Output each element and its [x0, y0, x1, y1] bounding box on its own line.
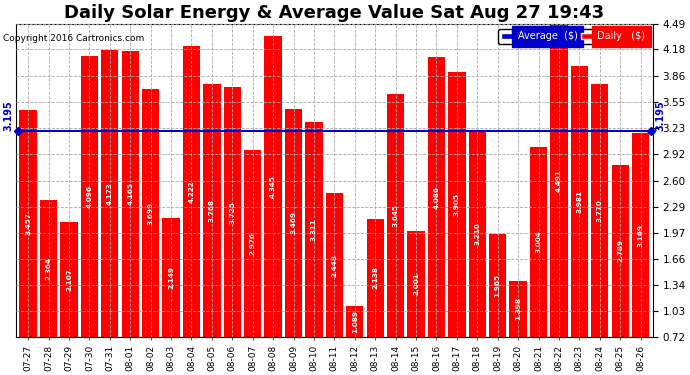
Bar	[285, 108, 302, 337]
Bar	[632, 134, 649, 337]
Text: 4.173: 4.173	[107, 182, 112, 205]
Text: 3.981: 3.981	[576, 190, 582, 213]
Text: 1.089: 1.089	[352, 310, 358, 333]
Bar	[448, 72, 466, 337]
Text: 2.448: 2.448	[331, 254, 337, 277]
Text: 1.965: 1.965	[495, 274, 501, 297]
Bar	[428, 57, 445, 337]
Bar	[305, 122, 323, 337]
Text: 4.345: 4.345	[270, 175, 276, 198]
Text: 2.001: 2.001	[413, 272, 419, 295]
Bar	[101, 50, 119, 337]
Bar	[550, 24, 568, 337]
Text: 3.004: 3.004	[535, 231, 542, 254]
Bar	[591, 84, 609, 337]
Text: 3.169: 3.169	[638, 224, 644, 247]
Bar	[489, 234, 506, 337]
Bar	[244, 150, 262, 337]
Bar	[326, 194, 343, 337]
Text: 3.725: 3.725	[229, 201, 235, 223]
Bar	[121, 51, 139, 337]
Text: 4.165: 4.165	[127, 182, 133, 206]
Bar	[183, 46, 200, 337]
Bar	[571, 66, 588, 337]
Text: 4.491: 4.491	[556, 169, 562, 192]
Bar	[611, 165, 629, 337]
Text: 4.222: 4.222	[188, 180, 195, 203]
Text: 2.149: 2.149	[168, 266, 174, 289]
Legend: Average  ($), Daily   ($): Average ($), Daily ($)	[498, 28, 648, 44]
Bar	[224, 87, 241, 337]
Bar	[203, 84, 221, 337]
Text: 2.789: 2.789	[617, 240, 623, 262]
Text: 3.768: 3.768	[209, 199, 215, 222]
Bar	[162, 218, 179, 337]
Text: 3.457: 3.457	[25, 212, 31, 235]
Text: 2.107: 2.107	[66, 268, 72, 291]
Title: Daily Solar Energy & Average Value Sat Aug 27 19:43: Daily Solar Energy & Average Value Sat A…	[64, 4, 604, 22]
Text: 3.210: 3.210	[474, 222, 480, 245]
Text: 2.976: 2.976	[250, 232, 256, 255]
Text: 3.195: 3.195	[655, 100, 665, 131]
Bar	[366, 219, 384, 337]
Text: 3.699: 3.699	[148, 202, 154, 225]
Text: 3.195: 3.195	[4, 100, 14, 131]
Bar	[264, 36, 282, 337]
Text: 3.311: 3.311	[311, 218, 317, 241]
Text: 3.905: 3.905	[454, 193, 460, 216]
Text: 4.096: 4.096	[86, 185, 92, 208]
Bar	[40, 200, 57, 337]
Bar	[142, 90, 159, 337]
Text: 2.364: 2.364	[46, 257, 52, 280]
Bar	[387, 94, 404, 337]
Bar	[60, 222, 78, 337]
Bar	[407, 231, 425, 337]
Text: 3.469: 3.469	[290, 211, 297, 234]
Bar	[469, 130, 486, 337]
Bar	[346, 306, 364, 337]
Text: 1.398: 1.398	[515, 297, 521, 320]
Text: 2.138: 2.138	[372, 267, 378, 290]
Text: 3.770: 3.770	[597, 199, 603, 222]
Bar	[19, 110, 37, 337]
Bar	[509, 280, 526, 337]
Bar	[530, 147, 547, 337]
Text: 4.086: 4.086	[433, 186, 440, 209]
Text: Copyright 2016 Cartronics.com: Copyright 2016 Cartronics.com	[3, 34, 145, 43]
Text: 3.645: 3.645	[393, 204, 399, 227]
Bar	[81, 57, 98, 337]
